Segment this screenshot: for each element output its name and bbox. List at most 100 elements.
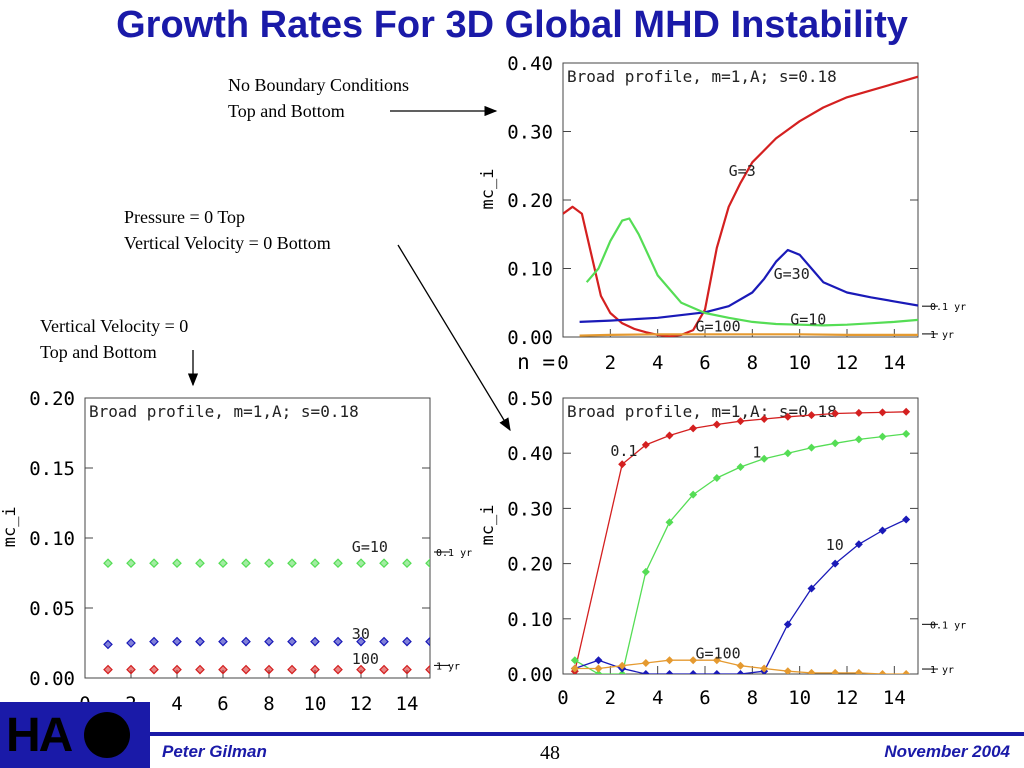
y-tick-label: 0.10 <box>29 528 75 550</box>
data-point <box>854 408 863 417</box>
y-tick-label: 0.50 <box>507 388 553 410</box>
data-point <box>333 664 343 675</box>
data-point <box>425 636 430 647</box>
series-label: 1 <box>752 444 761 462</box>
data-point <box>736 670 745 674</box>
data-point <box>594 664 603 673</box>
data-point <box>641 670 650 674</box>
x-tick-label: 14 <box>883 352 906 374</box>
chart-left: 0.000.050.100.150.2002468101214mc_iBroad… <box>0 388 472 715</box>
footer-divider <box>150 732 1024 736</box>
data-point <box>665 518 674 527</box>
x-tick-label: 4 <box>652 687 663 709</box>
data-point <box>333 558 343 569</box>
series-line-g-3 <box>563 75 918 337</box>
data-point <box>241 558 251 569</box>
data-point <box>831 439 840 448</box>
series-line-g-30 <box>579 248 918 323</box>
data-point <box>712 474 721 483</box>
x-tick-label: 4 <box>652 352 663 374</box>
logo-sun-icon <box>84 712 130 758</box>
x-tick-label: 14 <box>883 687 906 709</box>
data-point <box>310 664 320 675</box>
series-label: 0.1 <box>610 442 637 460</box>
data-point <box>379 664 389 675</box>
y-tick-label: 0.30 <box>507 498 553 520</box>
page-number: 48 <box>540 742 560 764</box>
x-tick-label: 12 <box>836 687 859 709</box>
y-tick-label: 0.10 <box>507 259 553 281</box>
series-label: G=3 <box>729 162 756 180</box>
data-point <box>902 407 911 416</box>
series-group <box>563 75 918 337</box>
x-tick-label: 12 <box>350 693 373 715</box>
y-axis-label: mc_i <box>0 506 20 547</box>
x-tick-label: 10 <box>788 352 811 374</box>
data-point <box>172 664 182 675</box>
x-tick-label: 6 <box>699 687 710 709</box>
data-point <box>379 636 389 647</box>
data-point <box>712 670 721 674</box>
data-point <box>195 558 205 569</box>
data-point <box>218 558 228 569</box>
data-point <box>736 463 745 471</box>
data-point <box>854 668 863 674</box>
data-point <box>783 449 792 458</box>
ref-line-label: 0.1 yr <box>930 302 966 313</box>
plot-frame <box>562 397 919 675</box>
footer-author: Peter Gilman <box>162 742 267 761</box>
data-point <box>103 558 113 569</box>
y-tick-label: 0.00 <box>507 327 553 349</box>
data-point <box>689 424 698 433</box>
y-tick-label: 0.20 <box>507 554 553 576</box>
series-label: G=100 <box>696 318 741 336</box>
data-point <box>878 670 887 674</box>
x-tick-label: 2 <box>605 687 616 709</box>
data-point <box>760 454 769 463</box>
data-point <box>241 636 251 647</box>
series-label: G=10 <box>790 311 826 329</box>
x-tick-label: 2 <box>605 352 616 374</box>
data-point <box>356 636 366 647</box>
data-point <box>379 558 389 569</box>
chart-top: 0.00 0.10 0.20 0.30 0.40 0 2 4 6 8 10 12 14 n = mc_i B… <box>478 53 966 374</box>
x-tick-label: 10 <box>304 693 327 715</box>
data-point <box>902 429 911 438</box>
data-point <box>356 664 366 675</box>
x-axis-prefix: n = <box>517 350 555 374</box>
data-point <box>807 584 816 593</box>
plot-frame <box>84 397 431 679</box>
y-tick-label: 0.40 <box>507 443 553 465</box>
series-label: 30 <box>352 625 370 643</box>
footer-date: November 2004 <box>884 742 1010 761</box>
x-tick-label: 0 <box>557 352 568 374</box>
data-point <box>618 661 627 670</box>
data-point <box>149 636 159 647</box>
data-point <box>665 431 674 440</box>
y-axis-label: mc_i <box>478 504 498 545</box>
x-tick-label: 10 <box>788 687 811 709</box>
data-point <box>594 656 603 665</box>
x-tick-label: 4 <box>171 693 182 715</box>
data-point <box>689 490 698 499</box>
x-tick-label: 6 <box>217 693 228 715</box>
hao-logo: HA <box>0 702 150 768</box>
data-point <box>783 620 792 629</box>
ref-line-label: 1 yr <box>930 665 954 676</box>
chart-title: Broad profile, m=1,A; s=0.18 <box>89 402 359 421</box>
data-point <box>641 567 650 576</box>
data-point <box>689 656 698 665</box>
y-tick-label: 0.05 <box>29 598 75 620</box>
data-point <box>172 558 182 569</box>
data-point <box>831 409 840 418</box>
data-point <box>264 636 274 647</box>
data-point <box>807 411 816 420</box>
series-label: G=30 <box>774 265 810 283</box>
y-tick-label: 0.20 <box>507 190 553 212</box>
y-tick-label: 0.00 <box>29 668 75 690</box>
note-pressure: Pressure = 0 Top Vertical Velocity = 0 B… <box>124 207 331 253</box>
x-tick-label: 6 <box>699 352 710 374</box>
series-line-g-10 <box>585 217 918 327</box>
series-label: G=100 <box>696 645 741 663</box>
data-point <box>902 515 911 524</box>
